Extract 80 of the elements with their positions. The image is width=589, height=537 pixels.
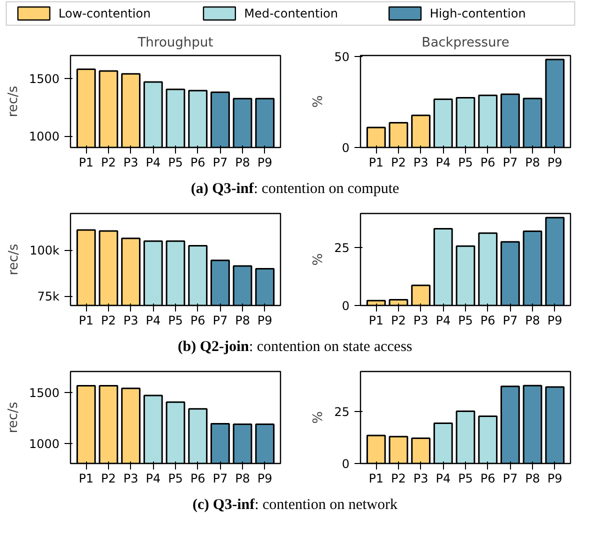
x-tick-label: P2 [101, 314, 116, 328]
x-tick-label: P3 [123, 156, 138, 170]
x-tick-label: P3 [413, 472, 428, 486]
legend-label: Med-contention [244, 6, 338, 20]
x-tick-label: P2 [391, 156, 406, 170]
x-tick-label: P6 [190, 314, 206, 328]
x-tick-label: P3 [413, 314, 428, 328]
x-tick-label: P5 [168, 156, 183, 170]
x-tick-label: P4 [436, 314, 451, 328]
x-tick-label: P1 [368, 314, 384, 328]
x-tick-label: P1 [368, 156, 384, 170]
x-tick-label: P7 [502, 156, 518, 170]
legend-label: Low-contention [58, 6, 151, 20]
x-tick-label: P8 [235, 156, 250, 170]
x-tick-label: P6 [480, 472, 496, 486]
y-tick-label: 0 [342, 457, 350, 471]
x-tick-label: P8 [525, 472, 540, 486]
x-tick-label: P8 [235, 472, 250, 486]
y-axis-title: % [311, 95, 326, 108]
y-tick-label: 25 [334, 241, 350, 256]
x-tick-label: P6 [190, 472, 206, 486]
y-tick-label: 1500 [28, 386, 60, 400]
x-tick-label: P2 [101, 156, 116, 170]
x-tick-label: P5 [168, 314, 183, 328]
y-tick-label: 1000 [28, 437, 60, 452]
y-axis-title: rec/s [6, 244, 22, 276]
x-tick-label: P9 [257, 314, 272, 328]
y-tick-label: 0 [342, 299, 350, 313]
x-tick-label: P8 [235, 314, 250, 328]
x-tick-label: P7 [212, 156, 228, 170]
y-tick-label: 75k [37, 289, 60, 304]
legend-label: High-contention [430, 6, 526, 20]
y-axis-title: % [311, 411, 326, 424]
x-tick-label: P9 [547, 156, 562, 170]
x-tick-label: P3 [123, 314, 138, 328]
text: (a) Q3-inf: contention on compute [190, 180, 400, 199]
x-tick-label: P3 [123, 472, 138, 486]
x-tick-label: P8 [525, 314, 540, 328]
x-tick-label: P4 [436, 472, 451, 486]
x-tick-label: P9 [257, 156, 272, 170]
x-tick-label: P2 [391, 472, 406, 486]
x-tick-label: P7 [502, 472, 518, 486]
x-tick-label: P2 [391, 314, 406, 328]
x-tick-label: P5 [458, 314, 473, 328]
y-tick-label: 25 [334, 405, 350, 420]
x-tick-label: P3 [413, 156, 428, 170]
x-tick-label: P1 [78, 472, 94, 486]
y-tick-label: 0 [342, 141, 350, 155]
y-tick-label: 1000 [28, 130, 60, 144]
x-tick-label: P7 [212, 472, 228, 486]
chart-title: Throughput [136, 36, 214, 50]
y-tick-label: 1500 [28, 72, 60, 86]
y-axis-title: rec/s [6, 86, 21, 118]
x-tick-label: P1 [368, 472, 384, 486]
x-tick-label: P6 [480, 156, 496, 170]
text: (b) Q2-join: contention on state access [178, 338, 412, 357]
x-tick-label: P7 [212, 314, 228, 328]
x-tick-label: P4 [146, 472, 161, 486]
text: (c) Q3-inf: contention on network [192, 496, 398, 515]
x-tick-label: P4 [146, 156, 161, 170]
x-tick-label: P1 [78, 156, 94, 170]
x-tick-label: P6 [190, 156, 206, 170]
x-tick-label: P9 [547, 314, 562, 328]
x-tick-label: P8 [525, 156, 540, 170]
x-tick-label: P7 [502, 314, 518, 328]
x-tick-label: P9 [257, 472, 272, 486]
y-tick-label: 50 [334, 50, 350, 64]
x-tick-label: P5 [168, 472, 183, 486]
x-tick-label: P5 [458, 156, 473, 170]
x-tick-label: P4 [146, 314, 161, 328]
x-tick-label: P2 [101, 472, 116, 486]
chart-title: Backpressure [422, 36, 510, 50]
x-tick-label: P9 [547, 472, 562, 486]
y-axis-title: % [311, 253, 326, 266]
y-axis-title: rec/s [6, 402, 21, 434]
x-tick-label: P5 [458, 472, 473, 486]
y-tick-label: 100k [30, 243, 60, 258]
x-tick-label: P6 [480, 314, 496, 328]
x-tick-label: P4 [436, 156, 451, 170]
x-tick-label: P1 [78, 314, 94, 328]
